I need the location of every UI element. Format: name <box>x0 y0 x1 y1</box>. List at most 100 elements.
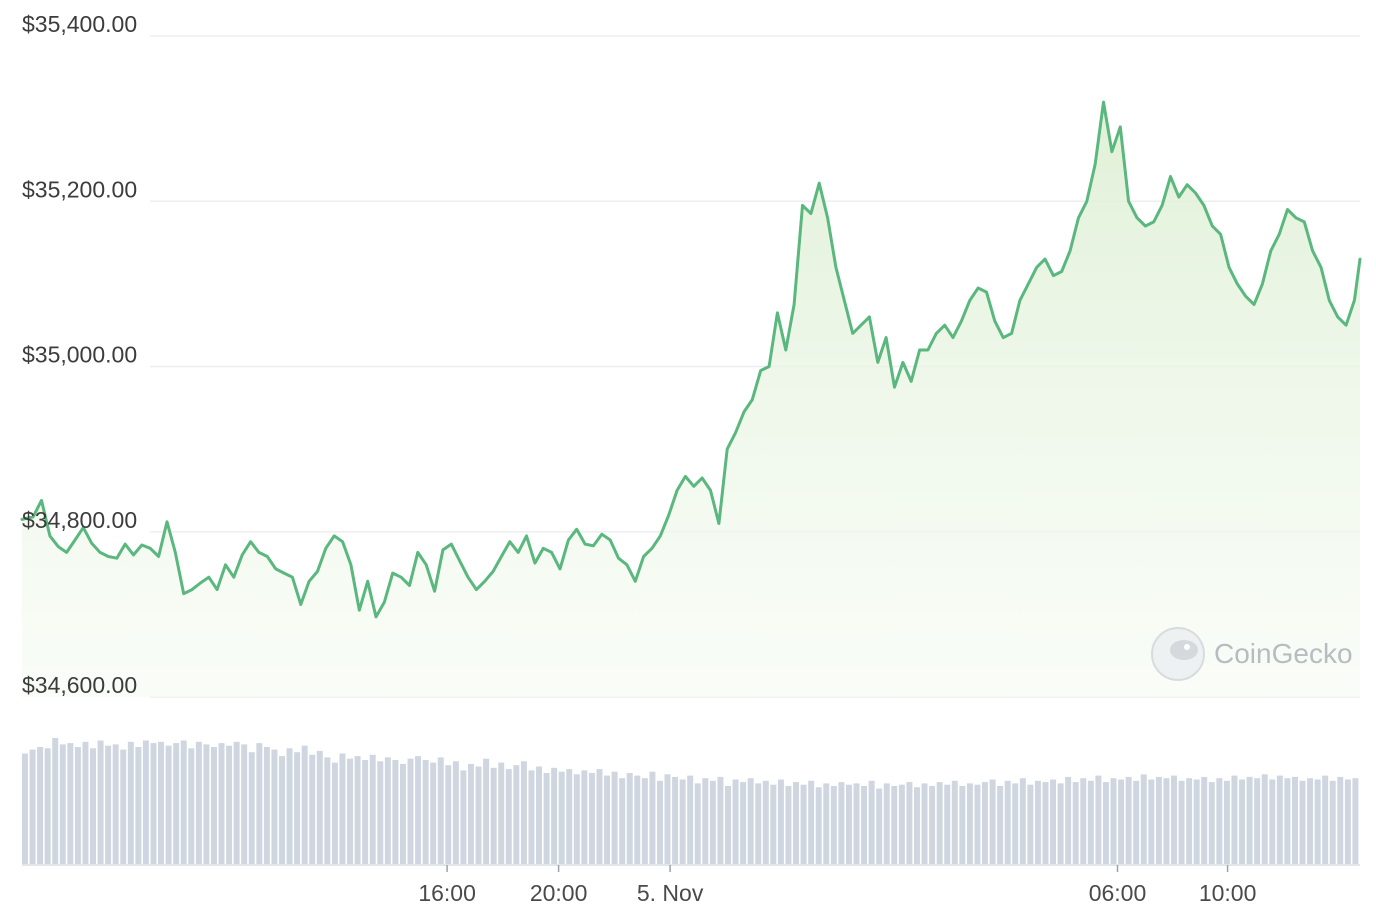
volume-bar <box>1186 778 1193 864</box>
volume-bar <box>656 780 663 864</box>
volume-bar <box>1329 780 1336 864</box>
volume-bar <box>1223 780 1230 864</box>
volume-bar <box>672 776 679 864</box>
volume-bar <box>1163 778 1170 864</box>
volume-bar <box>868 780 875 864</box>
volume-bar <box>415 756 422 864</box>
volume-bar <box>498 762 505 864</box>
volume-bar <box>158 741 165 864</box>
volume-bar <box>558 771 565 864</box>
volume-bar <box>1239 779 1246 864</box>
volume-bar <box>354 756 361 864</box>
volume-bar <box>490 767 497 864</box>
volume-bar <box>1072 782 1079 864</box>
volume-bar <box>399 763 406 864</box>
volume-bar <box>1148 779 1155 864</box>
volume-bar <box>725 786 731 864</box>
volume-bar <box>1050 779 1057 864</box>
volume-bar <box>1201 776 1208 864</box>
volume-bar <box>165 745 172 864</box>
volume-bar <box>59 744 66 864</box>
volume-bar <box>1269 779 1276 864</box>
watermark-text: CoinGecko <box>1214 638 1353 669</box>
volume-bar <box>664 774 671 864</box>
volume-bar <box>120 749 127 864</box>
volume-bar <box>135 747 142 864</box>
volume-bar <box>309 754 316 864</box>
volume-bar <box>316 750 323 864</box>
coingecko-watermark: CoinGecko <box>1151 627 1353 681</box>
volume-bar <box>82 741 89 864</box>
volume-bar <box>762 780 769 864</box>
volume-bar <box>823 783 830 864</box>
volume-bar <box>800 784 807 864</box>
volume-bar <box>717 776 724 864</box>
volume-bar <box>619 778 626 864</box>
volume-bar <box>392 760 399 864</box>
y-tick-label: $34,800.00 <box>22 507 137 533</box>
volume-bar <box>694 783 701 864</box>
volume-bar <box>876 788 883 864</box>
volume-bar <box>1299 780 1306 864</box>
volume-bar <box>914 787 920 864</box>
volume-bar <box>286 748 293 864</box>
gecko-logo-head <box>1170 640 1198 660</box>
volume-bar <box>226 745 233 864</box>
volume-bar <box>989 779 996 864</box>
volume-bar <box>407 758 414 864</box>
volume-bar <box>1208 782 1215 864</box>
volume-bar <box>1246 776 1253 864</box>
volume-bar <box>29 749 36 864</box>
volume-bar <box>596 769 603 864</box>
volume-bar <box>241 744 248 864</box>
volume-bar <box>430 762 437 864</box>
volume-bar <box>22 753 28 864</box>
volume-bar <box>324 757 331 864</box>
volume-bar <box>90 748 96 864</box>
volume-bar <box>1019 778 1026 864</box>
volume-bar <box>1314 779 1321 864</box>
volume-bar <box>611 771 618 864</box>
volume-bar <box>543 773 550 864</box>
volume-bar <box>452 761 459 864</box>
volume-bar <box>105 745 112 864</box>
volume-bar <box>777 779 784 864</box>
volume-bar <box>588 773 595 864</box>
volume-bar <box>339 753 346 864</box>
volume-bar <box>195 741 202 864</box>
x-tick-label: 20:00 <box>530 880 588 906</box>
volume-bars <box>22 737 1360 866</box>
volume-bar <box>755 783 762 864</box>
volume-bar <box>1307 778 1314 864</box>
volume-bar <box>891 786 898 864</box>
volume-bar <box>301 745 308 864</box>
volume-bar <box>347 758 354 864</box>
volume-bar <box>1276 775 1283 864</box>
price-area <box>22 102 1360 698</box>
volume-bar <box>1125 776 1132 864</box>
gecko-logo-eye <box>1184 644 1190 650</box>
volume-bar <box>294 752 301 864</box>
volume-bar <box>233 741 240 864</box>
volume-bar <box>505 769 512 864</box>
x-tick-label: 16:00 <box>418 880 476 906</box>
volume-bar <box>626 773 633 864</box>
volume-bar <box>475 766 482 864</box>
volume-bar <box>1034 780 1041 864</box>
volume-bar <box>679 779 686 864</box>
volume-bar <box>1065 776 1072 864</box>
volume-bar <box>362 760 369 864</box>
volume-bar <box>218 743 225 864</box>
volume-bar <box>1004 780 1011 864</box>
volume-bar <box>838 782 845 864</box>
volume-bar <box>566 769 573 864</box>
volume-bar <box>1140 774 1147 864</box>
volume-bar <box>1261 774 1268 864</box>
volume-bar <box>437 757 444 864</box>
volume-bar <box>1178 780 1185 864</box>
volume-bar <box>188 748 195 864</box>
volume-bar <box>377 761 384 864</box>
volume-bar <box>1102 782 1109 864</box>
x-tick-label: 5. Nov <box>637 880 704 906</box>
